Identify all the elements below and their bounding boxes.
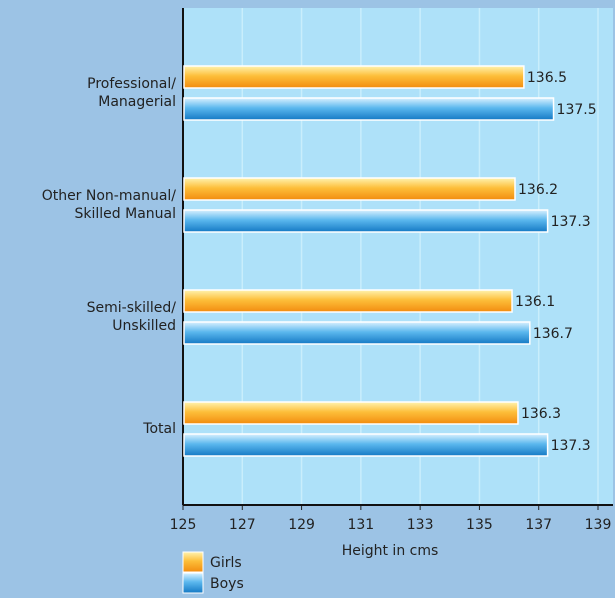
bar — [183, 321, 531, 345]
data-label: 137.3 — [551, 438, 591, 454]
bar — [183, 433, 549, 457]
data-label: 136.2 — [518, 182, 558, 198]
x-tick-label: 127 — [229, 517, 256, 533]
bar — [183, 177, 516, 201]
bar — [183, 97, 555, 121]
data-label: 137.3 — [551, 214, 591, 230]
bar — [183, 289, 513, 313]
data-label: 136.7 — [533, 326, 573, 342]
x-tick-label: 135 — [466, 517, 493, 533]
x-tick-label: 133 — [407, 517, 434, 533]
data-label: 136.3 — [521, 406, 561, 422]
y-tick-label: Semi-skilled/ Unskilled — [86, 300, 176, 334]
y-tick-label: Total — [143, 421, 176, 437]
data-label: 136.5 — [527, 70, 567, 86]
legend-label: Boys — [210, 576, 244, 592]
bar — [183, 65, 525, 89]
x-tick-label: 131 — [347, 517, 374, 533]
legend-label: Girls — [210, 555, 242, 571]
legend-swatch — [182, 551, 204, 573]
x-axis-label: Height in cms — [342, 543, 439, 559]
bar — [183, 209, 549, 233]
data-label: 136.1 — [515, 294, 555, 310]
x-tick-label: 139 — [585, 517, 612, 533]
legend-swatch — [182, 572, 204, 594]
y-tick-label: Other Non-manual/ Skilled Manual — [41, 188, 176, 222]
y-tick-label: Professional/ Managerial — [87, 76, 176, 110]
x-tick-label: 137 — [525, 517, 552, 533]
x-tick-label: 125 — [170, 517, 197, 533]
bar — [183, 401, 519, 425]
x-tick-label: 129 — [288, 517, 315, 533]
data-label: 137.5 — [557, 102, 597, 118]
